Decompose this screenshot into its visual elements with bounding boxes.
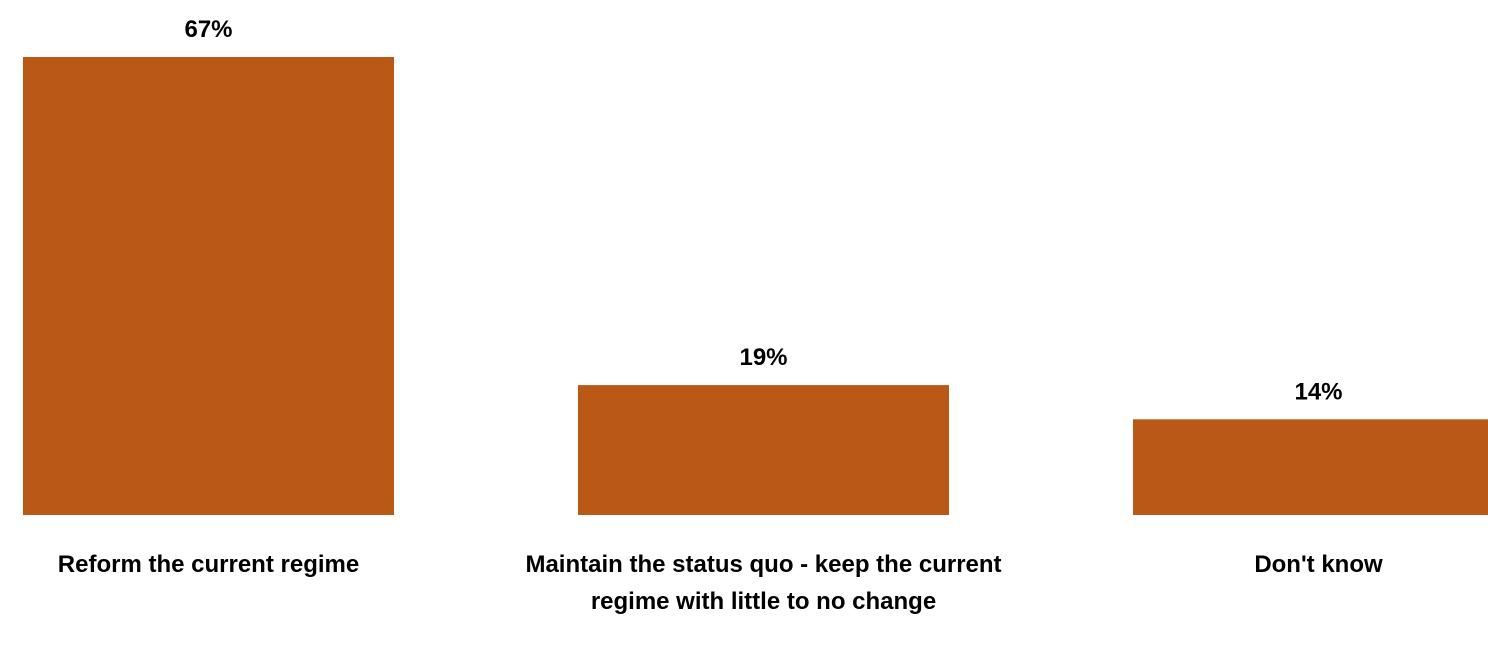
bar-1: [23, 57, 394, 515]
category-label-2: Maintain the status quo - keep the curre…: [525, 551, 1001, 615]
data-label-1: 67%: [184, 16, 232, 43]
category-label-1: Reform the current regime: [58, 551, 359, 578]
category-label-3: Don't know: [1254, 551, 1383, 578]
data-label-2: 19%: [739, 344, 787, 371]
bar-2: [578, 385, 949, 515]
bars-group: [23, 57, 1488, 515]
category-labels-group: Reform the current regime Maintain the st…: [58, 551, 1383, 615]
value-labels-group: 67% 19% 14%: [184, 16, 1342, 405]
bar-3: [1133, 419, 1488, 515]
data-label-3: 14%: [1294, 378, 1342, 405]
